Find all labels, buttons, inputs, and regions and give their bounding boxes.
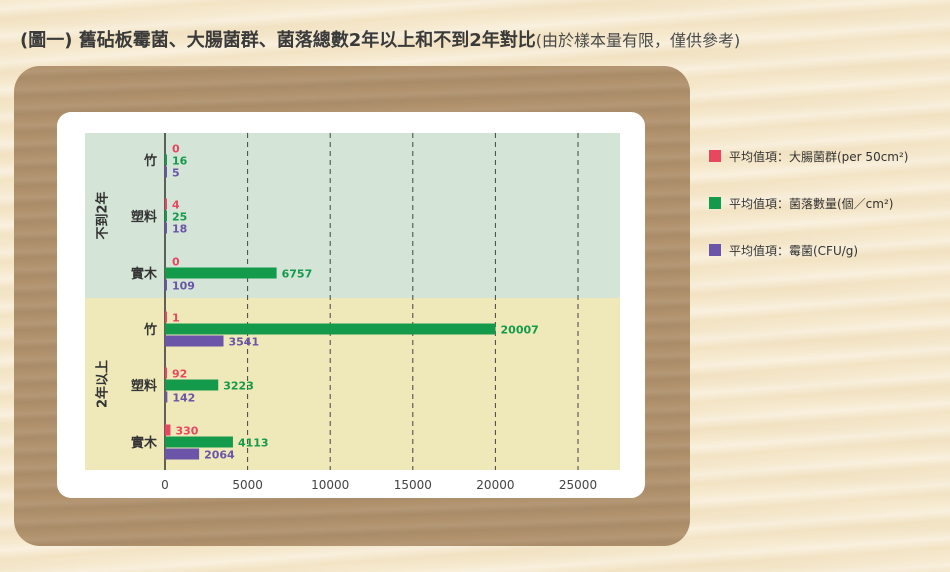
category-label: 竹 [143,153,157,169]
legend-label: 平均值項：菌落數量(個／cm²) [729,196,894,211]
category-label: 塑料 [131,378,157,394]
legend-swatch [709,197,721,209]
data-label: 330 [175,425,198,438]
data-label: 142 [172,392,195,405]
legend-item: 平均值項：菌落數量(個／cm²) [709,193,893,213]
bar-mold [165,448,200,460]
legend-swatch [709,244,721,256]
data-label: 2064 [204,449,235,462]
chart-title-main: (圖一) 舊砧板霉菌、大腸菌群、菌落總數2年以上和不到2年對比 [20,30,536,51]
data-label: 0 [172,143,180,156]
bar-coliform [165,198,167,210]
group-label: 2年以上 [95,360,111,408]
data-label: 92 [172,368,187,381]
x-tick-label: 5000 [232,478,263,492]
bar-mold [165,166,167,178]
category-label: 塑料 [131,209,157,225]
data-label: 3223 [223,380,254,393]
x-tick-label: 15000 [394,478,432,492]
legend-label: 平均值項：霉菌(CFU/g) [729,243,859,258]
data-label: 20007 [501,324,539,337]
legend-label: 平均值項：大腸菌群(per 50cm²) [729,149,909,164]
bar-colony [165,323,496,335]
bar-colony [165,154,167,166]
data-label: 6757 [282,268,313,281]
bar-mold [165,222,167,234]
data-label: 1 [172,312,180,325]
bar-colony [165,379,219,391]
bar-mold [165,335,224,347]
legend-item: 平均值項：大腸菌群(per 50cm²) [709,146,908,166]
chart-title: (圖一) 舊砧板霉菌、大腸菌群、菌落總數2年以上和不到2年對比(由於樣本量有限，… [20,26,740,54]
data-label: 25 [172,211,187,224]
x-tick-label: 10000 [311,478,349,492]
x-tick-label: 25000 [559,478,597,492]
data-label: 5 [172,167,180,180]
bar-colony [165,210,167,222]
data-label: 4113 [238,437,269,450]
legend-swatch [709,150,721,162]
category-label: 實木 [131,266,158,282]
x-tick-label: 20000 [476,478,514,492]
data-label: 3541 [228,336,259,349]
bar-mold [165,391,168,403]
category-label: 實木 [131,435,158,451]
group-label: 不到2年 [95,191,111,239]
x-tick-label: 0 [161,478,169,492]
data-label: 109 [172,280,195,293]
category-label: 竹 [143,322,157,338]
bar-coliform [165,424,171,436]
bar-mold [165,279,167,291]
bar-colony [165,267,277,279]
data-label: 18 [172,223,187,236]
bar-colony [165,436,233,448]
bar-coliform [165,311,167,323]
legend-item: 平均值項：霉菌(CFU/g) [709,240,858,260]
chart-title-note: (由於樣本量有限，僅供參考) [535,31,741,50]
data-label: 4 [172,199,180,212]
data-label: 0 [172,256,180,269]
bar-coliform [165,367,167,379]
data-label: 16 [172,155,188,168]
